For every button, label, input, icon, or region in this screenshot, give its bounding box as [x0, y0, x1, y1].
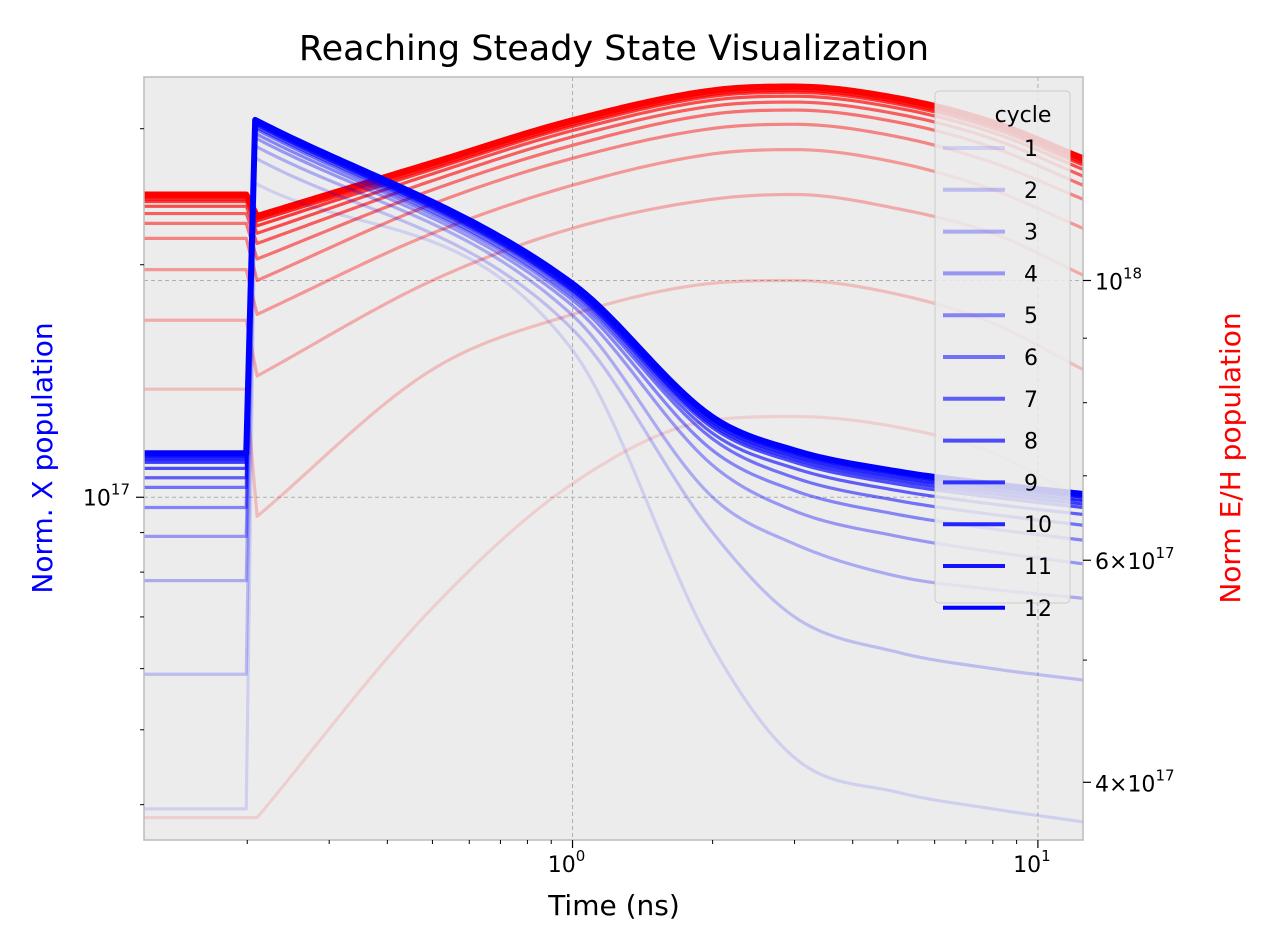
- x-series-line-1: [144, 181, 1084, 824]
- legend-label: 3: [1024, 221, 1038, 246]
- legend-title: cycle: [995, 103, 1052, 128]
- right-y-tick-label: 6×1017: [1095, 544, 1175, 575]
- left-y-axis-ticks: 1017: [83, 128, 144, 806]
- legend-label: 7: [1024, 388, 1038, 413]
- legend-label: 5: [1024, 304, 1038, 329]
- legend-label: 12: [1024, 597, 1052, 622]
- legend-label: 4: [1024, 262, 1038, 287]
- legend-label: 6: [1024, 346, 1038, 371]
- left-y-tick-label: 1017: [83, 480, 130, 511]
- right-y-axis-label: Norm E/H population: [1214, 312, 1247, 603]
- legend-box: [934, 90, 1071, 604]
- chart-title: Reaching Steady State Visualization: [299, 29, 929, 69]
- plot-frame: [143, 76, 1084, 841]
- right-y-tick-label: 4×1017: [1095, 766, 1175, 797]
- legend-label: 8: [1024, 430, 1038, 455]
- x-tick-label: 101: [1013, 847, 1051, 878]
- legend-label: 10: [1024, 513, 1052, 538]
- x-tick-label: 100: [548, 847, 586, 878]
- legend-label: 2: [1024, 179, 1038, 204]
- x-series-line-2: [144, 156, 1084, 682]
- x-axis-label: Time (ns): [547, 889, 680, 922]
- right-y-tick-label: 1018: [1095, 264, 1142, 295]
- legend-label: 1: [1024, 137, 1038, 162]
- legend-label: 9: [1024, 471, 1038, 496]
- legend-label: 11: [1024, 555, 1052, 580]
- left-y-axis-label: Norm. X population: [26, 322, 59, 593]
- right-y-axis-ticks: 1018 6×1017 4×1017: [1083, 264, 1175, 797]
- x-axis-ticks: 100 101: [246, 840, 1051, 878]
